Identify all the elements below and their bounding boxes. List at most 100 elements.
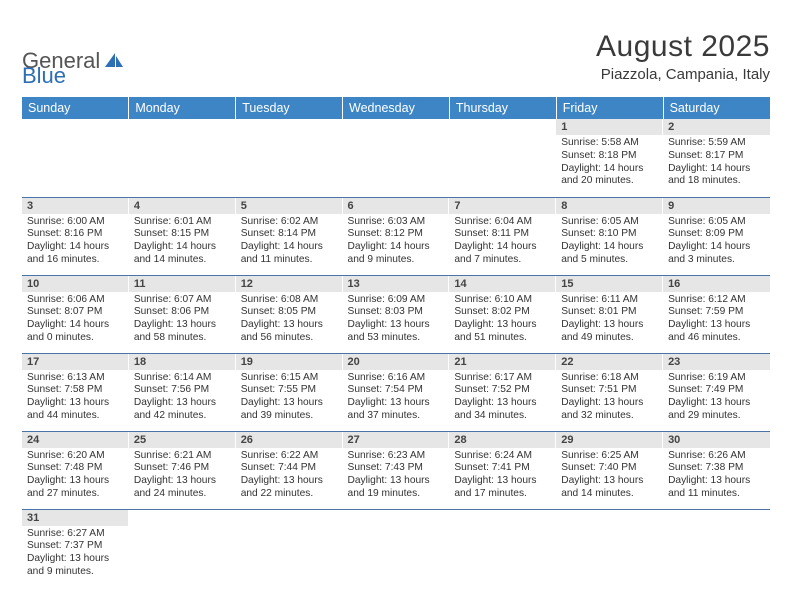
day-info: Sunrise: 6:12 AMSunset: 7:59 PMDaylight:… [663,292,770,348]
day-number: 2 [663,119,770,135]
day-cell: 23Sunrise: 6:19 AMSunset: 7:49 PMDayligh… [663,353,770,431]
day-cell: 8Sunrise: 6:05 AMSunset: 8:10 PMDaylight… [556,197,663,275]
day-cell: 1Sunrise: 5:58 AMSunset: 8:18 PMDaylight… [556,119,663,197]
day-info: Sunrise: 6:05 AMSunset: 8:10 PMDaylight:… [556,214,663,270]
day-cell: 31Sunrise: 6:27 AMSunset: 7:37 PMDayligh… [22,509,129,587]
day-number: 30 [663,432,770,448]
day-number: 31 [22,510,129,526]
day-number: 23 [663,354,770,370]
day-cell: 30Sunrise: 6:26 AMSunset: 7:38 PMDayligh… [663,431,770,509]
day-cell [129,509,236,587]
day-cell [343,119,450,197]
day-cell [449,119,556,197]
day-cell: 14Sunrise: 6:10 AMSunset: 8:02 PMDayligh… [449,275,556,353]
day-cell: 10Sunrise: 6:06 AMSunset: 8:07 PMDayligh… [22,275,129,353]
day-cell [343,509,450,587]
day-info: Sunrise: 6:21 AMSunset: 7:46 PMDaylight:… [129,448,236,504]
day-info: Sunrise: 6:26 AMSunset: 7:38 PMDaylight:… [663,448,770,504]
day-number: 9 [663,198,770,214]
day-cell: 29Sunrise: 6:25 AMSunset: 7:40 PMDayligh… [556,431,663,509]
day-cell: 20Sunrise: 6:16 AMSunset: 7:54 PMDayligh… [343,353,450,431]
col-sunday: Sunday [22,97,129,119]
day-info: Sunrise: 6:02 AMSunset: 8:14 PMDaylight:… [236,214,343,270]
day-cell: 18Sunrise: 6:14 AMSunset: 7:56 PMDayligh… [129,353,236,431]
col-wednesday: Wednesday [343,97,450,119]
day-number: 3 [22,198,129,214]
day-cell [449,509,556,587]
day-info: Sunrise: 6:25 AMSunset: 7:40 PMDaylight:… [556,448,663,504]
day-cell: 12Sunrise: 6:08 AMSunset: 8:05 PMDayligh… [236,275,343,353]
day-cell: 25Sunrise: 6:21 AMSunset: 7:46 PMDayligh… [129,431,236,509]
week-row: 31Sunrise: 6:27 AMSunset: 7:37 PMDayligh… [22,509,770,587]
week-row: 10Sunrise: 6:06 AMSunset: 8:07 PMDayligh… [22,275,770,353]
day-info: Sunrise: 6:00 AMSunset: 8:16 PMDaylight:… [22,214,129,270]
day-info: Sunrise: 6:23 AMSunset: 7:43 PMDaylight:… [343,448,450,504]
day-cell: 3Sunrise: 6:00 AMSunset: 8:16 PMDaylight… [22,197,129,275]
day-cell [556,509,663,587]
day-cell: 4Sunrise: 6:01 AMSunset: 8:15 PMDaylight… [129,197,236,275]
day-info: Sunrise: 6:20 AMSunset: 7:48 PMDaylight:… [22,448,129,504]
day-info: Sunrise: 6:06 AMSunset: 8:07 PMDaylight:… [22,292,129,348]
day-cell: 15Sunrise: 6:11 AMSunset: 8:01 PMDayligh… [556,275,663,353]
week-row: 1Sunrise: 5:58 AMSunset: 8:18 PMDaylight… [22,119,770,197]
day-info: Sunrise: 6:11 AMSunset: 8:01 PMDaylight:… [556,292,663,348]
day-cell: 27Sunrise: 6:23 AMSunset: 7:43 PMDayligh… [343,431,450,509]
day-number: 5 [236,198,343,214]
day-number: 24 [22,432,129,448]
day-number: 22 [556,354,663,370]
day-info: Sunrise: 6:16 AMSunset: 7:54 PMDaylight:… [343,370,450,426]
day-cell [236,119,343,197]
day-info: Sunrise: 6:22 AMSunset: 7:44 PMDaylight:… [236,448,343,504]
calendar-body: 1Sunrise: 5:58 AMSunset: 8:18 PMDaylight… [22,119,770,587]
day-info: Sunrise: 6:24 AMSunset: 7:41 PMDaylight:… [449,448,556,504]
day-number: 25 [129,432,236,448]
day-info: Sunrise: 5:58 AMSunset: 8:18 PMDaylight:… [556,135,663,191]
day-info: Sunrise: 5:59 AMSunset: 8:17 PMDaylight:… [663,135,770,191]
day-number: 15 [556,276,663,292]
day-cell: 28Sunrise: 6:24 AMSunset: 7:41 PMDayligh… [449,431,556,509]
day-cell: 26Sunrise: 6:22 AMSunset: 7:44 PMDayligh… [236,431,343,509]
day-info: Sunrise: 6:13 AMSunset: 7:58 PMDaylight:… [22,370,129,426]
day-number: 29 [556,432,663,448]
day-cell: 7Sunrise: 6:04 AMSunset: 8:11 PMDaylight… [449,197,556,275]
day-number: 11 [129,276,236,292]
day-info: Sunrise: 6:04 AMSunset: 8:11 PMDaylight:… [449,214,556,270]
day-cell: 2Sunrise: 5:59 AMSunset: 8:17 PMDaylight… [663,119,770,197]
day-info: Sunrise: 6:17 AMSunset: 7:52 PMDaylight:… [449,370,556,426]
day-number: 14 [449,276,556,292]
page-title: August 2025 [596,30,770,64]
day-info: Sunrise: 6:09 AMSunset: 8:03 PMDaylight:… [343,292,450,348]
day-info: Sunrise: 6:07 AMSunset: 8:06 PMDaylight:… [129,292,236,348]
week-row: 3Sunrise: 6:00 AMSunset: 8:16 PMDaylight… [22,197,770,275]
day-cell: 22Sunrise: 6:18 AMSunset: 7:51 PMDayligh… [556,353,663,431]
day-cell [129,119,236,197]
day-info: Sunrise: 6:27 AMSunset: 7:37 PMDaylight:… [22,526,129,582]
day-info: Sunrise: 6:03 AMSunset: 8:12 PMDaylight:… [343,214,450,270]
day-info: Sunrise: 6:08 AMSunset: 8:05 PMDaylight:… [236,292,343,348]
day-number: 10 [22,276,129,292]
day-info: Sunrise: 6:18 AMSunset: 7:51 PMDaylight:… [556,370,663,426]
day-number: 28 [449,432,556,448]
day-number: 12 [236,276,343,292]
day-cell: 13Sunrise: 6:09 AMSunset: 8:03 PMDayligh… [343,275,450,353]
day-cell [663,509,770,587]
day-number: 19 [236,354,343,370]
calendar-table: Sunday Monday Tuesday Wednesday Thursday… [22,97,770,587]
day-cell: 9Sunrise: 6:05 AMSunset: 8:09 PMDaylight… [663,197,770,275]
col-saturday: Saturday [663,97,770,119]
day-cell: 24Sunrise: 6:20 AMSunset: 7:48 PMDayligh… [22,431,129,509]
day-cell: 16Sunrise: 6:12 AMSunset: 7:59 PMDayligh… [663,275,770,353]
day-info: Sunrise: 6:05 AMSunset: 8:09 PMDaylight:… [663,214,770,270]
day-cell [22,119,129,197]
day-number: 20 [343,354,450,370]
week-row: 17Sunrise: 6:13 AMSunset: 7:58 PMDayligh… [22,353,770,431]
day-cell: 19Sunrise: 6:15 AMSunset: 7:55 PMDayligh… [236,353,343,431]
day-cell: 17Sunrise: 6:13 AMSunset: 7:58 PMDayligh… [22,353,129,431]
col-thursday: Thursday [449,97,556,119]
day-cell: 5Sunrise: 6:02 AMSunset: 8:14 PMDaylight… [236,197,343,275]
week-row: 24Sunrise: 6:20 AMSunset: 7:48 PMDayligh… [22,431,770,509]
day-number: 6 [343,198,450,214]
day-number: 21 [449,354,556,370]
day-info: Sunrise: 6:19 AMSunset: 7:49 PMDaylight:… [663,370,770,426]
day-number: 26 [236,432,343,448]
